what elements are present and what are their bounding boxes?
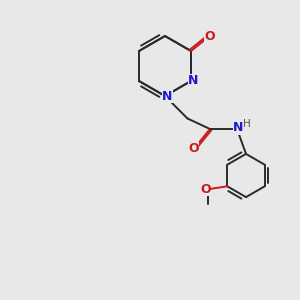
Text: O: O xyxy=(204,30,215,43)
Text: O: O xyxy=(200,183,211,196)
Text: O: O xyxy=(188,142,199,155)
Text: N: N xyxy=(233,121,244,134)
Text: N: N xyxy=(188,74,199,88)
Text: H: H xyxy=(243,119,250,130)
Text: N: N xyxy=(162,89,172,103)
